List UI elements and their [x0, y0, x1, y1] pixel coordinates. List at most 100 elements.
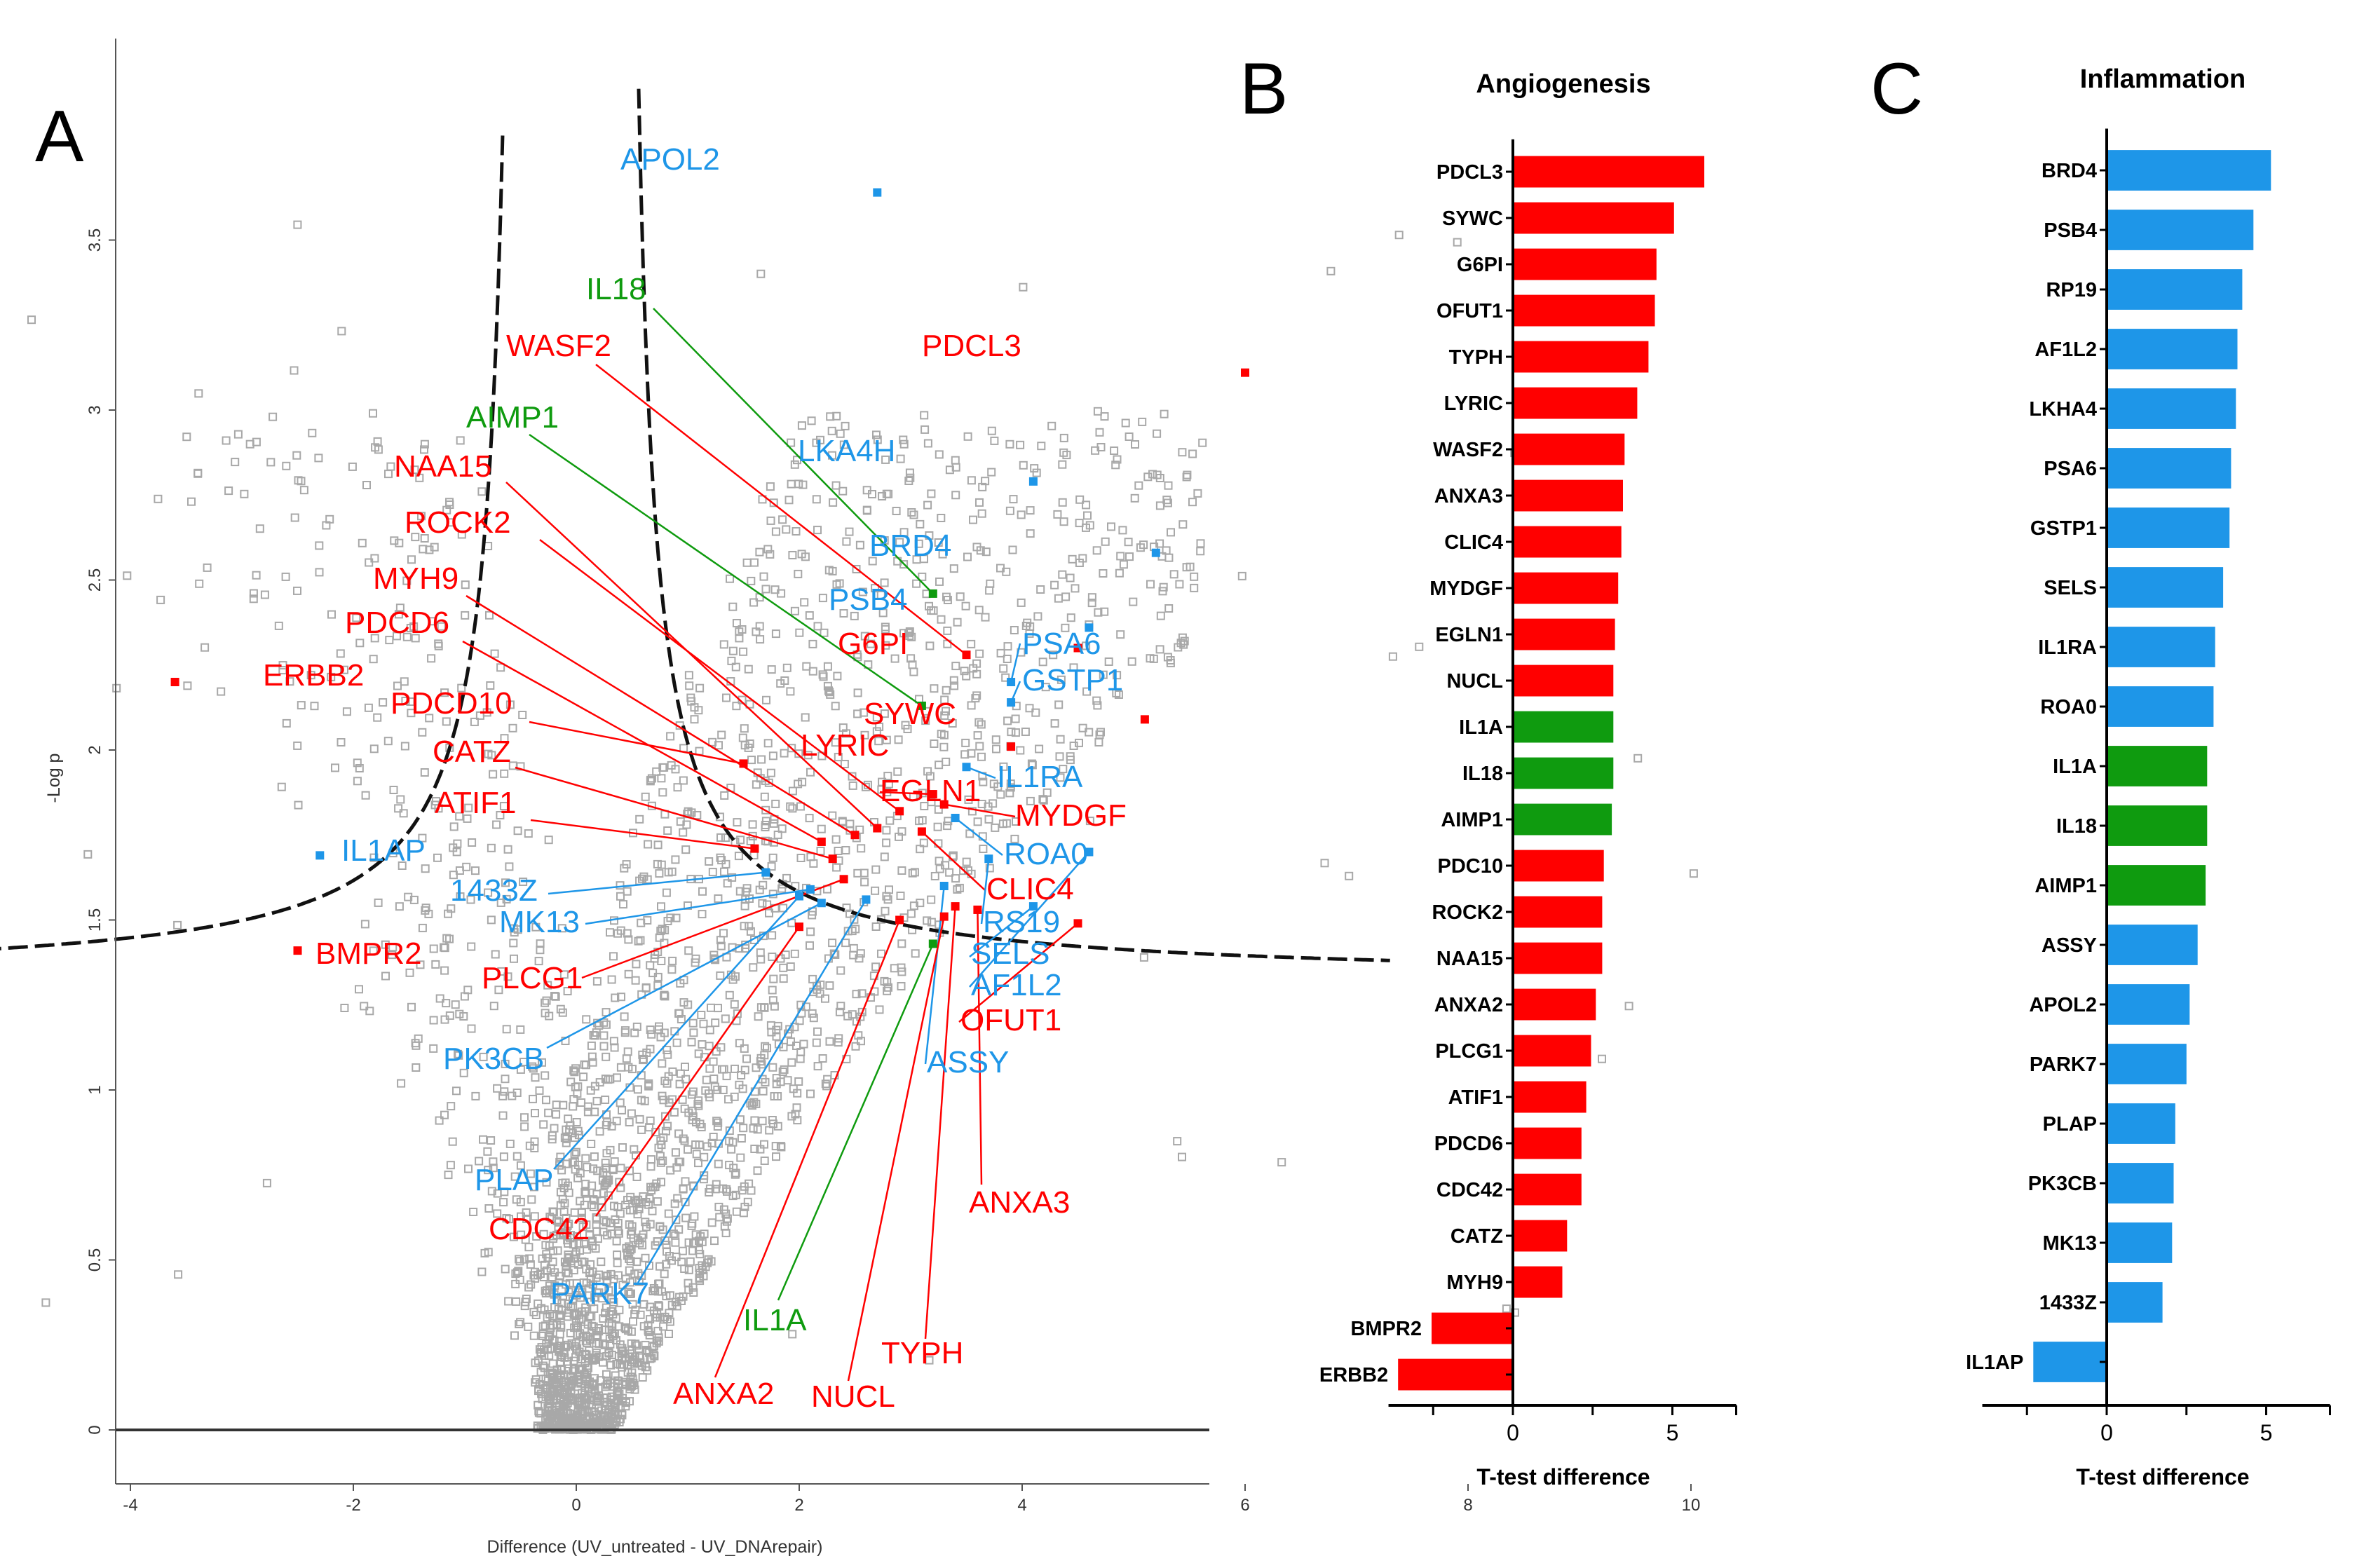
- volcano-background-point: [487, 915, 496, 925]
- panel-b-angiogenesis-chart: B Angiogenesis PDCL3SYWCG6PIOFUT1TYPHLYR…: [1239, 48, 1737, 1489]
- volcano-background-point: [731, 1168, 740, 1178]
- volcano-background-point: [661, 1126, 670, 1136]
- volcano-background-point: [674, 1129, 684, 1138]
- volcano-background-point: [1003, 655, 1012, 663]
- volcano-background-point: [625, 1290, 634, 1298]
- volcano-background-point: [1057, 675, 1066, 684]
- volcano-background-point: [733, 818, 742, 827]
- volcano-background-point: [856, 949, 865, 958]
- volcano-highlighted-points: [170, 188, 1249, 955]
- volcano-background-point: [539, 1120, 548, 1129]
- volcano-background-point: [577, 1213, 586, 1222]
- volcano-background-point: [1198, 438, 1207, 447]
- volcano-background-point: [881, 906, 890, 915]
- volcano-background-point: [732, 619, 741, 627]
- volcano-background-point: [658, 788, 667, 797]
- volcano-y-tick-label: 3.5: [86, 229, 104, 252]
- volcano-background-point: [1066, 752, 1075, 761]
- volcano-background-point: [813, 526, 822, 535]
- volcano-background-point: [613, 1258, 622, 1267]
- volcano-background-point: [627, 1227, 637, 1236]
- volcano-background-point: [606, 928, 614, 937]
- volcano-background-point: [353, 758, 362, 768]
- volcano-background-point: [509, 939, 518, 948]
- volcano-background-point: [519, 878, 528, 886]
- volcano-background-point: [599, 1042, 609, 1051]
- bar-nucl: [1513, 664, 1614, 697]
- volcano-background-point: [711, 955, 720, 964]
- volcano-background-point: [306, 671, 315, 680]
- volcano-background-point: [677, 1257, 686, 1267]
- volcano-background-point: [951, 662, 960, 671]
- volcano-background-point: [578, 1407, 587, 1417]
- volcano-background-point: [778, 1068, 787, 1076]
- volcano-background-point: [657, 860, 666, 869]
- gene-label-pdcd10: PDCD10: [390, 686, 512, 721]
- panel-b-letter: B: [1239, 48, 1288, 130]
- gene-label-pdcl3: PDCL3: [922, 329, 1021, 363]
- volcano-background-point: [852, 990, 861, 999]
- volcano-background-point: [951, 456, 960, 465]
- volcano-background-point: [981, 477, 990, 486]
- volcano-background-point: [752, 780, 761, 789]
- volcano-background-point: [396, 795, 405, 804]
- gene-label-nucl: NUCL: [811, 1379, 895, 1414]
- volcano-background-point: [759, 1086, 768, 1096]
- gene-label-bmpr2: BMPR2: [315, 936, 422, 971]
- volcano-background-point: [1237, 571, 1246, 580]
- volcano-background-point: [694, 1246, 703, 1255]
- gene-label-rock2: ROCK2: [405, 505, 511, 540]
- volcano-background-point: [583, 1332, 592, 1342]
- volcano-background-point: [592, 1213, 601, 1222]
- volcano-background-point: [418, 728, 427, 737]
- volcano-background-point: [548, 1131, 557, 1140]
- volcano-background-point: [449, 871, 458, 880]
- volcano-background-point: [929, 606, 938, 615]
- volcano-background-point: [262, 1178, 271, 1187]
- volcano-background-point: [664, 1072, 673, 1081]
- volcano-background-point: [559, 1208, 569, 1216]
- volcano-background-point: [585, 1311, 594, 1321]
- volcano-background-point: [705, 1188, 714, 1197]
- volcano-background-point: [564, 1239, 573, 1248]
- volcano-background-point: [1011, 728, 1020, 737]
- leader-line-cdc42: [595, 926, 801, 1217]
- volcano-background-point: [308, 428, 317, 437]
- bar-psa6: [2107, 448, 2231, 489]
- volcano-background-point: [1092, 696, 1101, 705]
- volcano-background-point: [427, 654, 436, 663]
- volcano-background-point: [1042, 788, 1052, 797]
- gene-label-mydgf: MYDGF: [1015, 798, 1127, 833]
- volcano-background-point: [899, 439, 909, 449]
- category-label-erbb2: ERBB2: [1319, 1364, 1388, 1386]
- volcano-background-point: [908, 868, 917, 878]
- volcano-background-point: [776, 1142, 785, 1151]
- volcano-background-point: [710, 1236, 719, 1246]
- bar-park7: [2107, 1044, 2187, 1084]
- volcano-background-point: [407, 1002, 416, 1011]
- volcano-background-point: [290, 366, 299, 375]
- gene-label-roa0: ROA0: [1004, 837, 1088, 871]
- volcano-background-point: [252, 571, 261, 580]
- volcano-background-point: [568, 1158, 577, 1167]
- volcano-background-point: [660, 1269, 669, 1279]
- volcano-background-point: [583, 1339, 592, 1348]
- volcano-background-point: [638, 1050, 647, 1059]
- bar-sels: [2107, 567, 2224, 608]
- volcano-background-point: [950, 681, 959, 690]
- volcano-background-point: [892, 507, 901, 515]
- volcano-background-point: [817, 824, 826, 833]
- volcano-background-point: [740, 901, 749, 911]
- volcano-background-point: [794, 1077, 803, 1086]
- category-label-rock2: ROCK2: [1432, 901, 1503, 924]
- volcano-background-point: [707, 1257, 716, 1266]
- volcano-background-point: [777, 884, 787, 893]
- volcano-background-point: [602, 1164, 611, 1173]
- volcano-point-cdc42: [795, 922, 803, 932]
- volcano-background-point: [1085, 817, 1094, 826]
- leader-line-pdcd6: [462, 640, 822, 843]
- volcano-background-point: [649, 1350, 658, 1359]
- volcano-background-point: [1075, 495, 1085, 504]
- volcano-background-point: [645, 1330, 654, 1339]
- volcano-background-point: [688, 1018, 698, 1028]
